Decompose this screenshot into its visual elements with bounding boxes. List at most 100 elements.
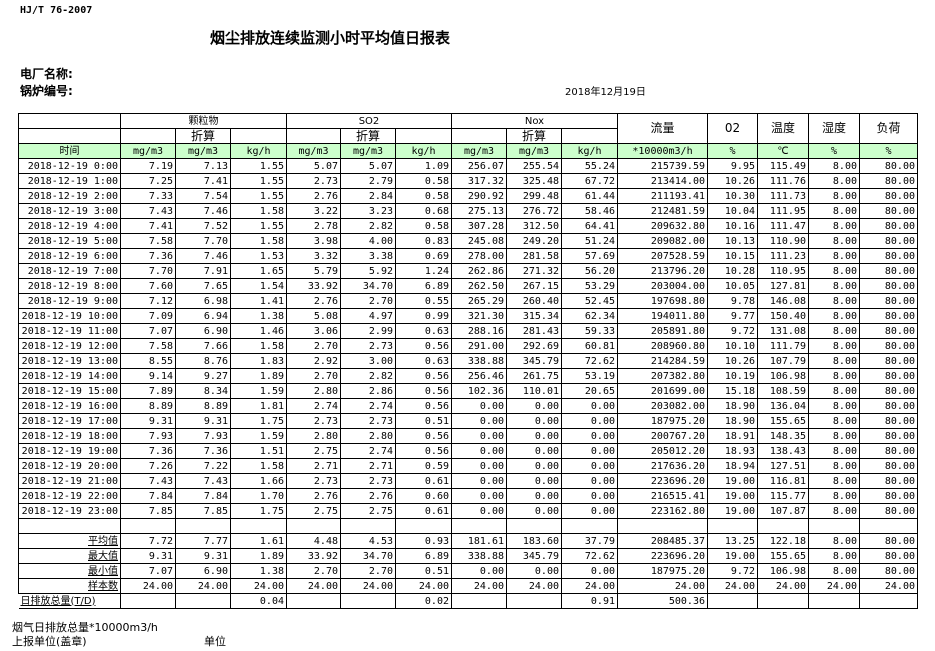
value-cell: 7.46 [175, 248, 231, 264]
value-cell: 2.73 [286, 413, 341, 429]
value-cell: 260.40 [506, 293, 562, 309]
table-row: 2018-12-19 1:00 7.25 7.41 1.55 2.73 2.79 0.58 3… [18, 173, 918, 189]
value-cell: 80.00 [859, 383, 918, 399]
value-cell: 9.14 [120, 368, 176, 384]
value-cell: 249.20 [506, 233, 562, 249]
value-cell: 53.29 [561, 278, 618, 294]
summary-value: 34.70 [340, 548, 396, 564]
value-cell: 0.51 [395, 413, 452, 429]
value-cell: 9.77 [707, 308, 758, 324]
summary-value: 24.00 [506, 578, 562, 594]
summary-value: 80.00 [859, 548, 918, 564]
summary-value: 7.72 [120, 533, 176, 549]
summary-value: 7.07 [120, 563, 176, 579]
summary-value: 0.00 [451, 563, 507, 579]
table-row: 2018-12-19 21:00 7.43 7.43 1.66 2.73 2.73 0.61… [18, 473, 918, 489]
value-cell: 307.28 [451, 218, 507, 234]
summary-label: 最小值 [18, 563, 121, 579]
value-cell: 7.91 [175, 263, 231, 279]
value-cell: 0.00 [506, 473, 562, 489]
value-cell: 8.00 [808, 383, 860, 399]
summary-value: 7.77 [175, 533, 231, 549]
value-cell: 8.00 [808, 173, 860, 189]
empty-cell [230, 518, 287, 534]
value-cell: 0.58 [395, 218, 452, 234]
value-cell: 209632.80 [617, 218, 708, 234]
value-cell: 7.09 [120, 308, 176, 324]
value-cell: 0.99 [395, 308, 452, 324]
value-cell: 3.23 [340, 203, 396, 219]
value-cell: 2.76 [286, 488, 341, 504]
value-cell: 0.56 [395, 398, 452, 414]
header-row-groups: 颗粒物 SO2 Nox 流量 02 温度 湿度 负荷 [18, 113, 918, 144]
summary-value: 0.93 [395, 533, 452, 549]
value-cell: 1.66 [230, 473, 287, 489]
unit-cell: mg/m3 [506, 143, 562, 159]
summary-value: 9.31 [120, 548, 176, 564]
table-row: 2018-12-19 15:00 7.89 8.34 1.59 2.80 2.86 0.56… [18, 383, 918, 399]
value-cell: 80.00 [859, 278, 918, 294]
summary-value [451, 593, 507, 609]
summary-value: 24.00 [859, 578, 918, 594]
table-row: 2018-12-19 7:00 7.70 7.91 1.65 5.79 5.92 1.24 2… [18, 263, 918, 279]
header-blank [230, 128, 287, 144]
summary-row: 最大值 9.31 9.31 1.89 33.92 34.70 6.89 338.88 345.7… [18, 548, 918, 564]
value-cell: 3.06 [286, 323, 341, 339]
table-row: 2018-12-19 8:00 7.60 7.65 1.54 33.92 34.70 6.8… [18, 278, 918, 294]
value-cell: 281.58 [506, 248, 562, 264]
time-cell: 2018-12-19 23:00 [18, 503, 121, 519]
value-cell: 1.55 [230, 188, 287, 204]
value-cell: 80.00 [859, 188, 918, 204]
table-row: 2018-12-19 0:00 7.19 7.13 1.55 5.07 5.07 1.09 2… [18, 158, 918, 174]
value-cell: 111.23 [757, 248, 809, 264]
summary-row: 平均值 7.72 7.77 1.61 4.48 4.53 0.93 181.61 183.60 3… [18, 533, 918, 549]
value-cell: 0.58 [395, 173, 452, 189]
summary-value: 0.02 [395, 593, 452, 609]
value-cell: 245.08 [451, 233, 507, 249]
value-cell: 187975.20 [617, 413, 708, 429]
time-cell: 2018-12-19 5:00 [18, 233, 121, 249]
unit-cell: kg/h [395, 143, 452, 159]
value-cell: 7.84 [175, 488, 231, 504]
time-cell: 2018-12-19 21:00 [18, 473, 121, 489]
value-cell: 291.00 [451, 338, 507, 354]
value-cell: 216515.41 [617, 488, 708, 504]
value-cell: 2.74 [340, 398, 396, 414]
time-cell: 2018-12-19 17:00 [18, 413, 121, 429]
value-cell: 0.00 [561, 503, 618, 519]
value-cell: 0.00 [506, 503, 562, 519]
value-cell: 55.24 [561, 158, 618, 174]
summary-value: 223696.20 [617, 548, 708, 564]
value-cell: 8.00 [808, 428, 860, 444]
value-cell: 8.00 [808, 308, 860, 324]
value-cell: 6.94 [175, 308, 231, 324]
time-cell: 2018-12-19 7:00 [18, 263, 121, 279]
empty-cell [617, 518, 708, 534]
value-cell: 0.00 [451, 443, 507, 459]
value-cell: 57.69 [561, 248, 618, 264]
value-cell: 19.00 [707, 473, 758, 489]
value-cell: 276.72 [506, 203, 562, 219]
value-cell: 80.00 [859, 458, 918, 474]
header-load: 负荷 [859, 113, 918, 144]
summary-row: 样本数 24.00 24.00 24.00 24.00 24.00 24.00 24.00 24… [18, 578, 918, 594]
value-cell: 9.31 [120, 413, 176, 429]
summary-value: 24.00 [120, 578, 176, 594]
summary-value: 9.72 [707, 563, 758, 579]
value-cell: 80.00 [859, 398, 918, 414]
table-row: 2018-12-19 16:00 8.89 8.89 1.81 2.74 2.74 0.56… [18, 398, 918, 414]
value-cell: 278.00 [451, 248, 507, 264]
value-cell: 72.62 [561, 353, 618, 369]
value-cell: 80.00 [859, 338, 918, 354]
summary-value: 500.36 [617, 593, 708, 609]
value-cell: 0.61 [395, 503, 452, 519]
value-cell: 223162.80 [617, 503, 708, 519]
summary-value: 80.00 [859, 533, 918, 549]
table-row: 2018-12-19 13:00 8.55 8.76 1.83 2.92 3.00 0.63… [18, 353, 918, 369]
value-cell: 138.43 [757, 443, 809, 459]
value-cell: 80.00 [859, 413, 918, 429]
value-cell: 148.35 [757, 428, 809, 444]
summary-value: 155.65 [757, 548, 809, 564]
unit-label: 单位 [204, 635, 226, 648]
value-cell: 3.32 [286, 248, 341, 264]
